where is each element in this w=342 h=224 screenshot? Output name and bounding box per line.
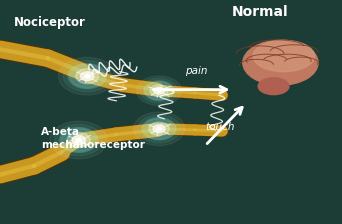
Circle shape (55, 124, 103, 156)
Ellipse shape (243, 40, 318, 85)
Text: touch: touch (205, 122, 235, 132)
Circle shape (70, 65, 104, 87)
Text: pain: pain (185, 66, 207, 76)
Circle shape (58, 57, 116, 95)
Ellipse shape (253, 40, 315, 72)
Circle shape (150, 85, 168, 97)
Circle shape (136, 76, 182, 106)
Circle shape (156, 127, 161, 131)
Circle shape (133, 112, 185, 146)
Circle shape (62, 129, 96, 151)
Circle shape (144, 81, 174, 101)
Circle shape (84, 74, 90, 78)
Circle shape (72, 136, 86, 144)
Circle shape (63, 60, 111, 92)
Circle shape (142, 118, 176, 140)
Text: A-beta
mechanoreceptor: A-beta mechanoreceptor (41, 127, 145, 151)
Circle shape (76, 138, 81, 142)
Circle shape (76, 69, 99, 84)
Ellipse shape (258, 78, 289, 95)
Text: Nociceptor: Nociceptor (14, 16, 86, 29)
Text: Normal: Normal (232, 5, 288, 19)
Circle shape (157, 89, 161, 92)
Circle shape (149, 122, 169, 136)
Circle shape (144, 119, 174, 139)
Circle shape (145, 82, 173, 100)
Circle shape (153, 125, 165, 133)
Circle shape (140, 78, 178, 103)
Circle shape (50, 121, 107, 159)
Circle shape (60, 127, 98, 153)
Circle shape (80, 72, 94, 81)
Circle shape (137, 115, 181, 143)
Circle shape (67, 132, 90, 148)
Circle shape (68, 64, 106, 89)
Circle shape (154, 87, 164, 94)
